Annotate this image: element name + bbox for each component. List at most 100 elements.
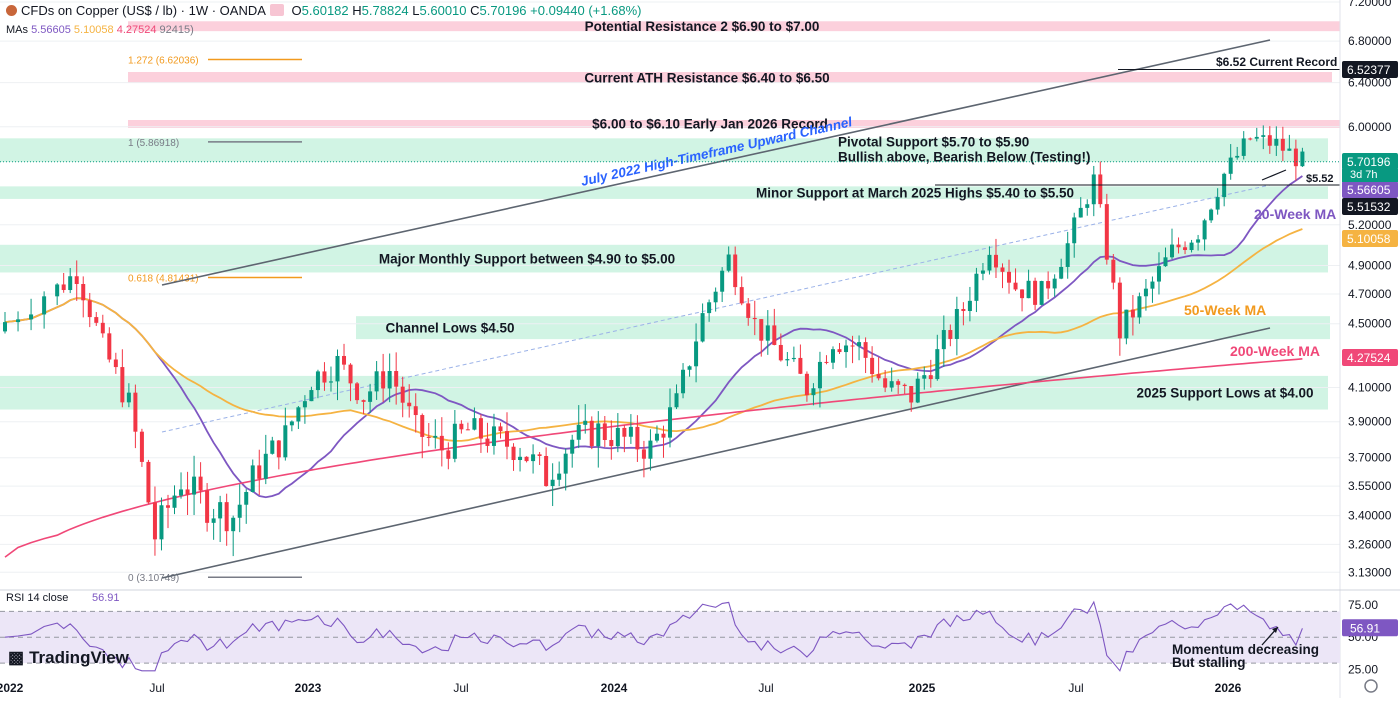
candle-body <box>107 333 112 360</box>
candle-body <box>446 450 451 459</box>
channel-lower-line <box>161 327 1271 579</box>
candle-body <box>355 383 360 401</box>
candle-body <box>830 349 835 363</box>
price-badge-label: 5.51532 <box>1347 200 1391 214</box>
candle-body <box>1150 281 1155 289</box>
candle-body <box>348 364 353 384</box>
open-value: 5.60182 <box>301 3 349 18</box>
x-tick-label: 2022 <box>0 681 24 695</box>
candle-body <box>837 349 842 353</box>
candle-body <box>459 423 464 430</box>
ma20-annotation: 20-Week MA <box>1254 206 1336 222</box>
candle-body <box>922 375 927 379</box>
candle-body <box>374 371 379 392</box>
candle-body <box>967 300 972 312</box>
candle-body <box>537 454 542 456</box>
candle-body <box>681 369 686 394</box>
candle-body <box>439 435 444 451</box>
close-value: 5.70196 <box>479 3 527 18</box>
candle-body <box>778 344 783 361</box>
candle-body <box>1124 309 1129 339</box>
price-badge <box>1342 230 1398 247</box>
candle-body <box>55 284 60 297</box>
candle-body <box>139 431 144 462</box>
candle-body <box>505 431 510 447</box>
x-tick-label: 2023 <box>295 681 322 695</box>
ma50-value: 5.10058 <box>73 24 114 36</box>
candle-body <box>576 424 581 440</box>
candle-body <box>420 415 425 437</box>
candle-body <box>772 325 777 345</box>
candle-body <box>1046 281 1051 289</box>
candle-body <box>113 359 118 368</box>
candle-body <box>328 381 333 383</box>
ma200-line <box>4 358 1303 558</box>
candle-body <box>120 367 125 403</box>
candle-body <box>1267 135 1272 146</box>
ma50-line <box>4 228 1303 442</box>
candle-body <box>1274 138 1279 146</box>
candle-body <box>707 302 712 314</box>
candle-body <box>1280 138 1285 151</box>
rsi-annotation-2: But stalling <box>1172 655 1246 670</box>
candle-body <box>1052 278 1057 289</box>
candle-body <box>1143 288 1148 297</box>
candle-body <box>29 314 34 320</box>
y-tick-label: 6.40000 <box>1348 76 1392 90</box>
candle-body <box>1104 204 1109 260</box>
candle-body <box>283 425 288 458</box>
candle-body <box>1241 138 1246 156</box>
price-badge <box>1342 349 1398 366</box>
candle-body <box>231 517 236 532</box>
fib-label-0: 1.272 (6.62036) <box>128 55 199 66</box>
candle-body <box>394 371 399 387</box>
candle-body <box>1065 243 1070 267</box>
rsi-badge <box>1342 619 1398 637</box>
candle-body <box>1261 135 1266 137</box>
candle-body <box>1098 174 1103 205</box>
settings-gear-icon[interactable] <box>1364 679 1378 693</box>
candle-body <box>824 361 829 363</box>
candle-body <box>557 473 562 480</box>
candle-body <box>165 505 170 508</box>
symbol-flag-icon <box>269 4 284 16</box>
rsi-annotation-1: Momentum decreasing <box>1172 642 1319 657</box>
candle-body <box>1248 138 1253 140</box>
ma-legend[interactable]: MAs 5.56605 5.10058 4.27524 92415) <box>6 24 194 36</box>
candle-body <box>883 378 888 388</box>
candle-body <box>746 303 751 318</box>
candle-body <box>159 505 164 540</box>
candle-body <box>1111 259 1116 283</box>
zone-7 <box>0 375 1328 410</box>
candle-body <box>296 407 301 422</box>
candle-body <box>850 345 855 347</box>
price-badge-label: 5.56605 <box>1347 183 1391 197</box>
candle-body <box>257 465 262 479</box>
candle-body <box>237 504 242 518</box>
arrow-annotation-line <box>1261 169 1287 181</box>
candle-body <box>1293 148 1298 167</box>
candle-body <box>635 426 640 450</box>
zone-0 <box>128 21 1340 32</box>
ma-label: MAs <box>6 24 28 36</box>
candle-body <box>641 449 646 459</box>
rsi-y-tick: 25.00 <box>1348 663 1378 677</box>
candle-body <box>570 439 575 454</box>
candle-body <box>276 440 281 458</box>
y-tick-label: 3.70000 <box>1348 451 1392 465</box>
candle-body <box>889 381 894 388</box>
tradingview-logo[interactable]: ▩ TradingView <box>8 648 129 668</box>
candle-body <box>563 453 568 474</box>
candle-body <box>342 355 347 365</box>
candle-body <box>1196 239 1201 243</box>
symbol-title[interactable]: CFDs on Copper (US$ / lb) · 1W · OANDA <box>21 3 266 18</box>
candle-body <box>387 371 392 389</box>
ma20-value: 5.56605 <box>31 24 71 36</box>
candle-body <box>322 371 327 383</box>
candle-body <box>980 270 985 274</box>
y-tick-label: 3.40000 <box>1348 509 1392 523</box>
candle-body <box>733 254 738 288</box>
candle-body <box>250 465 255 492</box>
y-tick-label: 6.80000 <box>1348 34 1392 48</box>
